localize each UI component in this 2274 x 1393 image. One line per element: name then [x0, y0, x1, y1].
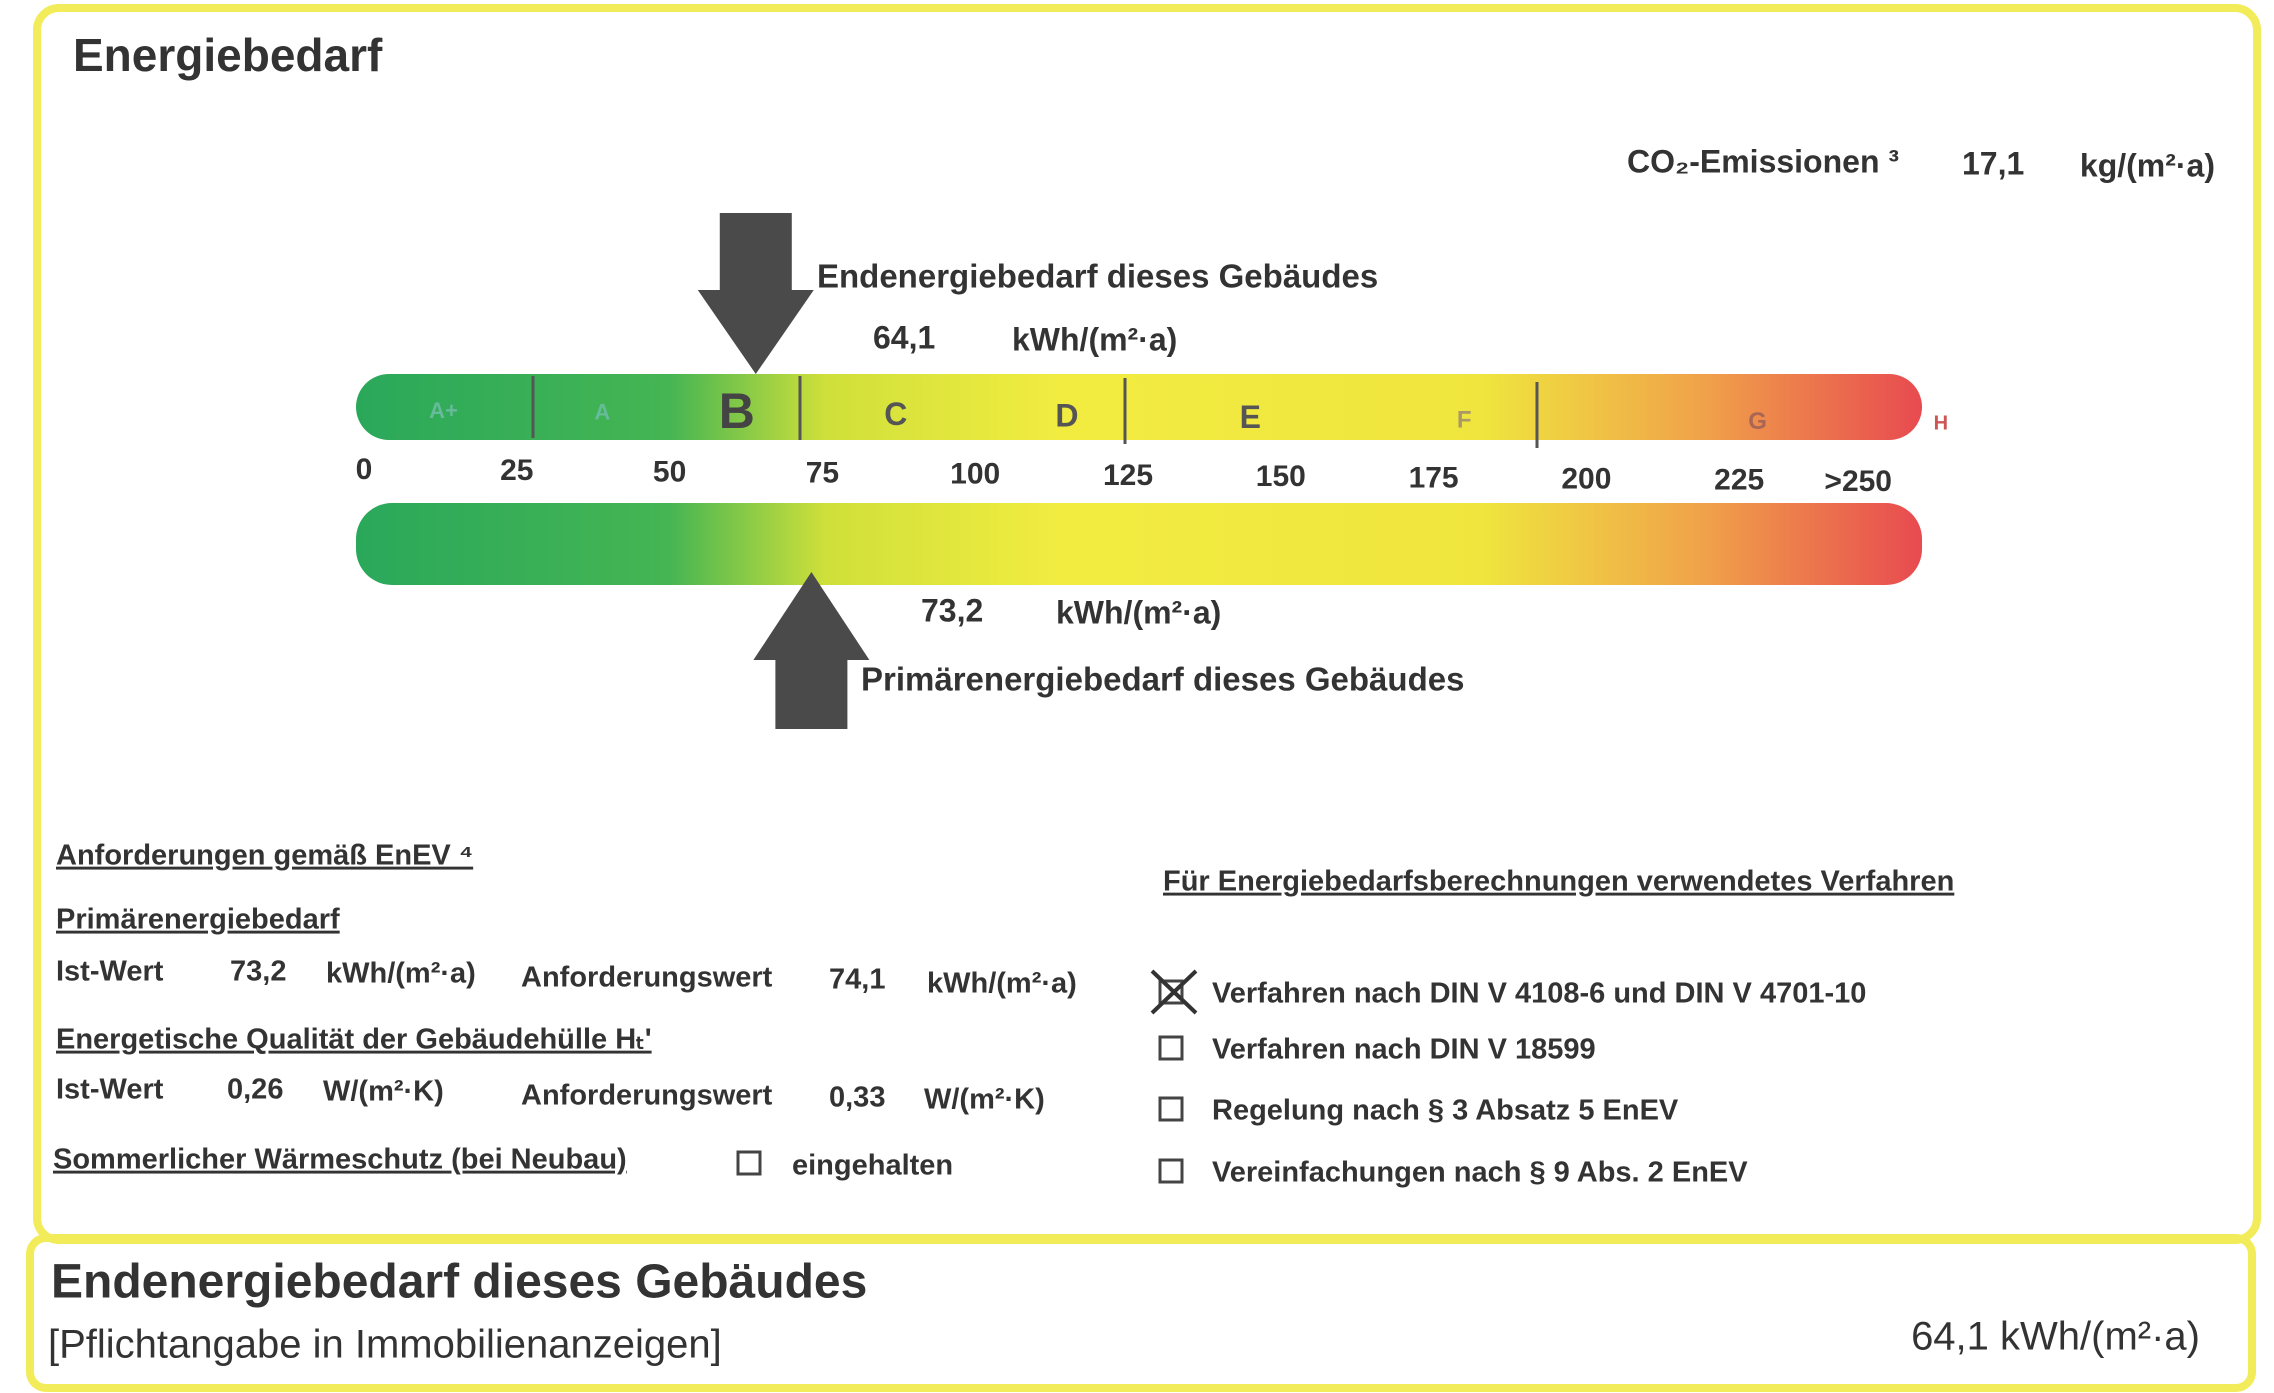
- class-label: G: [1748, 408, 1767, 435]
- req-primary-title: Primärenergiebedarf: [56, 904, 340, 936]
- scale-tick-label: 175: [1409, 461, 1459, 494]
- primary-energy-arrow: [753, 572, 870, 729]
- label: Anforderungswert: [521, 1080, 773, 1112]
- footer-frame: [26, 1234, 2256, 1392]
- class-label: F: [1457, 406, 1472, 433]
- value: 0,26: [227, 1074, 283, 1106]
- class-label: B: [719, 383, 755, 439]
- end-energy-arrow: [697, 213, 814, 374]
- scale-tick-label: 0: [356, 453, 373, 486]
- checkbox: [736, 1150, 762, 1176]
- class-label: E: [1240, 399, 1261, 435]
- method-title: Für Energiebedarfsberechnungen verwendet…: [1163, 866, 1954, 898]
- method-option: Verfahren nach DIN V 18599: [1212, 1034, 1596, 1066]
- unit: W/(m²·K): [924, 1084, 1045, 1116]
- req-envelope-title: Energetische Qualität der Gebäudehülle H…: [56, 1024, 652, 1056]
- primary-energy-label: Primärenergiebedarf dieses Gebäudes: [861, 661, 1464, 698]
- class-dividers: [531, 376, 1539, 448]
- req-title: Anforderungen gemäß EnEV ⁴: [56, 840, 473, 872]
- upper-bar: [356, 374, 1922, 440]
- footer-title: Endenergiebedarf dieses Gebäudes: [51, 1256, 867, 1309]
- checkbox: [1158, 1158, 1184, 1184]
- value: 74,1: [829, 964, 885, 996]
- primary-energy-unit: kWh/(m²·a): [1056, 594, 1221, 630]
- unit: kWh/(m²·a): [927, 968, 1077, 1000]
- class-label: D: [1055, 397, 1078, 433]
- footer-note: [Pflichtangabe in Immobilienanzeigen]: [48, 1323, 722, 1367]
- value: 73,2: [230, 956, 286, 988]
- co2-label: CO₂-Emissionen ³: [1627, 143, 1899, 179]
- label: Ist-Wert: [56, 956, 164, 988]
- end-energy-unit: kWh/(m²·a): [1012, 321, 1177, 357]
- scale-tick-label: 200: [1561, 463, 1611, 496]
- scale-tick-label: 25: [500, 454, 533, 487]
- class-label: H: [1934, 412, 1948, 434]
- end-energy-label: Endenergiebedarf dieses Gebäudes: [817, 258, 1378, 295]
- scale-tick-label: >250: [1824, 465, 1892, 498]
- primary-energy-value: 73,2: [921, 592, 983, 628]
- check-mark: [1150, 969, 1198, 1015]
- checkbox: [1158, 979, 1184, 1005]
- co2-unit: kg/(m²·a): [2080, 147, 2215, 183]
- method-option: Verfahren nach DIN V 4108-6 und DIN V 47…: [1212, 978, 1866, 1010]
- footer-value: 64,1 kWh/(m²·a): [1911, 1315, 2200, 1359]
- class-label: C: [884, 396, 907, 432]
- checkbox: [1158, 1096, 1184, 1122]
- end-energy-value: 64,1: [873, 319, 935, 355]
- method-option: Regelung nach § 3 Absatz 5 EnEV: [1212, 1095, 1679, 1127]
- checkbox: [1158, 1035, 1184, 1061]
- class-label: A: [594, 399, 610, 424]
- unit: W/(m²·K): [323, 1076, 444, 1108]
- scale-tick-label: 225: [1714, 464, 1764, 497]
- scale-tick-label: 150: [1256, 460, 1306, 493]
- scale-tick-label: 75: [806, 457, 839, 490]
- label: Anforderungswert: [521, 962, 773, 994]
- scale-tick-label: 50: [653, 455, 686, 488]
- req-summer-title: Sommerlicher Wärmeschutz (bei Neubau): [53, 1144, 627, 1176]
- lower-bar: [356, 503, 1922, 585]
- class-label: A+: [429, 398, 458, 423]
- scale-tick-label: 125: [1103, 459, 1153, 492]
- title: Energiebedarf: [73, 29, 383, 81]
- summer-option: eingehalten: [792, 1150, 953, 1182]
- co2-value: 17,1: [1962, 145, 2024, 181]
- method-option: Vereinfachungen nach § 9 Abs. 2 EnEV: [1212, 1157, 1748, 1189]
- label: Ist-Wert: [56, 1074, 164, 1106]
- scale-tick-label: 100: [950, 458, 1000, 491]
- value: 0,33: [829, 1082, 885, 1114]
- unit: kWh/(m²·a): [326, 958, 476, 990]
